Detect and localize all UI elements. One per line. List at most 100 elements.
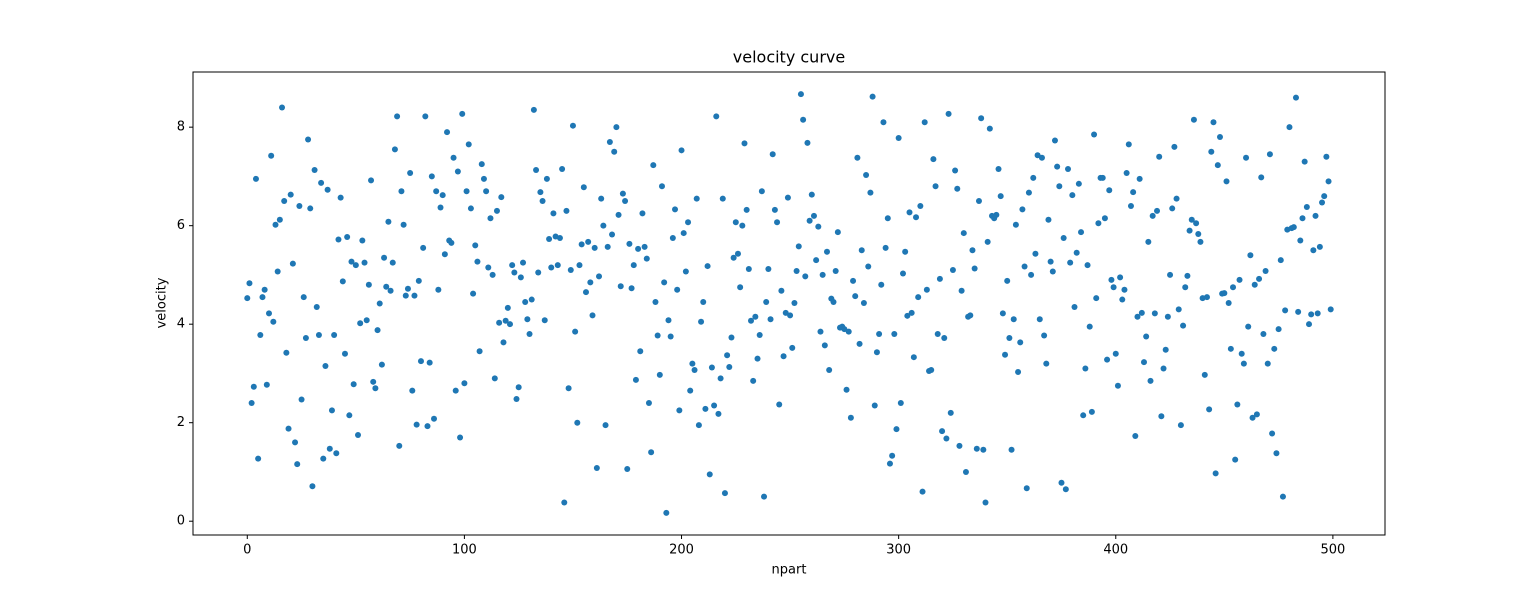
point bbox=[1245, 323, 1252, 330]
point bbox=[517, 274, 524, 281]
point bbox=[289, 260, 296, 267]
point bbox=[1017, 339, 1024, 346]
point bbox=[309, 483, 316, 490]
point bbox=[1012, 221, 1019, 228]
point bbox=[665, 317, 672, 324]
point bbox=[1045, 216, 1052, 223]
point bbox=[1156, 153, 1163, 160]
point bbox=[761, 493, 768, 500]
point bbox=[676, 407, 683, 414]
point bbox=[1099, 174, 1106, 181]
point bbox=[294, 461, 301, 468]
point bbox=[1032, 250, 1039, 257]
point bbox=[730, 254, 737, 261]
point bbox=[305, 136, 312, 143]
point bbox=[1208, 148, 1215, 155]
point bbox=[793, 267, 800, 274]
point bbox=[917, 202, 924, 209]
point bbox=[268, 152, 275, 159]
point bbox=[1164, 313, 1171, 320]
point bbox=[1019, 206, 1026, 213]
point bbox=[889, 452, 896, 459]
point bbox=[589, 312, 596, 319]
point bbox=[476, 348, 483, 355]
point bbox=[949, 267, 956, 274]
point bbox=[939, 428, 946, 435]
point bbox=[637, 348, 644, 355]
point bbox=[524, 316, 531, 323]
point bbox=[1212, 470, 1219, 477]
point bbox=[348, 258, 355, 265]
point bbox=[1282, 307, 1289, 314]
point bbox=[1286, 124, 1293, 131]
point bbox=[1121, 286, 1128, 293]
point bbox=[1162, 346, 1169, 353]
point bbox=[1132, 432, 1139, 439]
point bbox=[322, 363, 329, 370]
point bbox=[1297, 237, 1304, 244]
point bbox=[899, 270, 906, 277]
point bbox=[719, 195, 726, 202]
point bbox=[1277, 257, 1284, 264]
point bbox=[1236, 276, 1243, 283]
point bbox=[1173, 195, 1180, 202]
point bbox=[956, 442, 963, 449]
point bbox=[341, 350, 348, 357]
point bbox=[1136, 175, 1143, 182]
point bbox=[567, 267, 574, 274]
point bbox=[873, 349, 880, 356]
point bbox=[1214, 162, 1221, 169]
point bbox=[491, 375, 498, 382]
point bbox=[1078, 229, 1085, 236]
point bbox=[954, 185, 961, 192]
point bbox=[711, 402, 718, 409]
point bbox=[318, 179, 325, 186]
point bbox=[847, 414, 854, 421]
point bbox=[444, 129, 451, 136]
point bbox=[279, 104, 286, 111]
point bbox=[1193, 220, 1200, 227]
point bbox=[1084, 262, 1091, 269]
point bbox=[454, 168, 461, 175]
point bbox=[902, 248, 909, 255]
point bbox=[1186, 227, 1193, 234]
point bbox=[841, 326, 848, 333]
point bbox=[1006, 334, 1013, 341]
point bbox=[791, 300, 798, 307]
point bbox=[721, 490, 728, 497]
point bbox=[263, 381, 270, 388]
point bbox=[982, 499, 989, 506]
point bbox=[702, 405, 709, 412]
point bbox=[591, 244, 598, 251]
point bbox=[880, 119, 887, 126]
point bbox=[969, 247, 976, 254]
point bbox=[585, 238, 592, 245]
point bbox=[800, 116, 807, 123]
point bbox=[1269, 430, 1276, 437]
point bbox=[999, 310, 1006, 317]
point bbox=[1067, 259, 1074, 266]
point bbox=[1227, 345, 1234, 352]
point bbox=[485, 264, 492, 271]
point bbox=[1106, 187, 1113, 194]
point bbox=[815, 223, 822, 230]
point bbox=[648, 449, 655, 456]
point bbox=[863, 171, 870, 178]
point bbox=[782, 309, 789, 316]
point bbox=[457, 434, 464, 441]
point bbox=[452, 387, 459, 394]
point bbox=[346, 412, 353, 419]
point bbox=[821, 342, 828, 349]
point bbox=[1225, 300, 1232, 307]
point bbox=[576, 262, 583, 269]
point bbox=[472, 242, 479, 249]
point bbox=[774, 219, 781, 226]
point bbox=[511, 269, 518, 276]
point bbox=[871, 402, 878, 409]
point bbox=[669, 234, 676, 241]
point bbox=[1049, 268, 1056, 275]
point bbox=[600, 222, 607, 229]
point bbox=[302, 334, 309, 341]
x-tick-label: 100 bbox=[452, 543, 477, 558]
point bbox=[904, 312, 911, 319]
